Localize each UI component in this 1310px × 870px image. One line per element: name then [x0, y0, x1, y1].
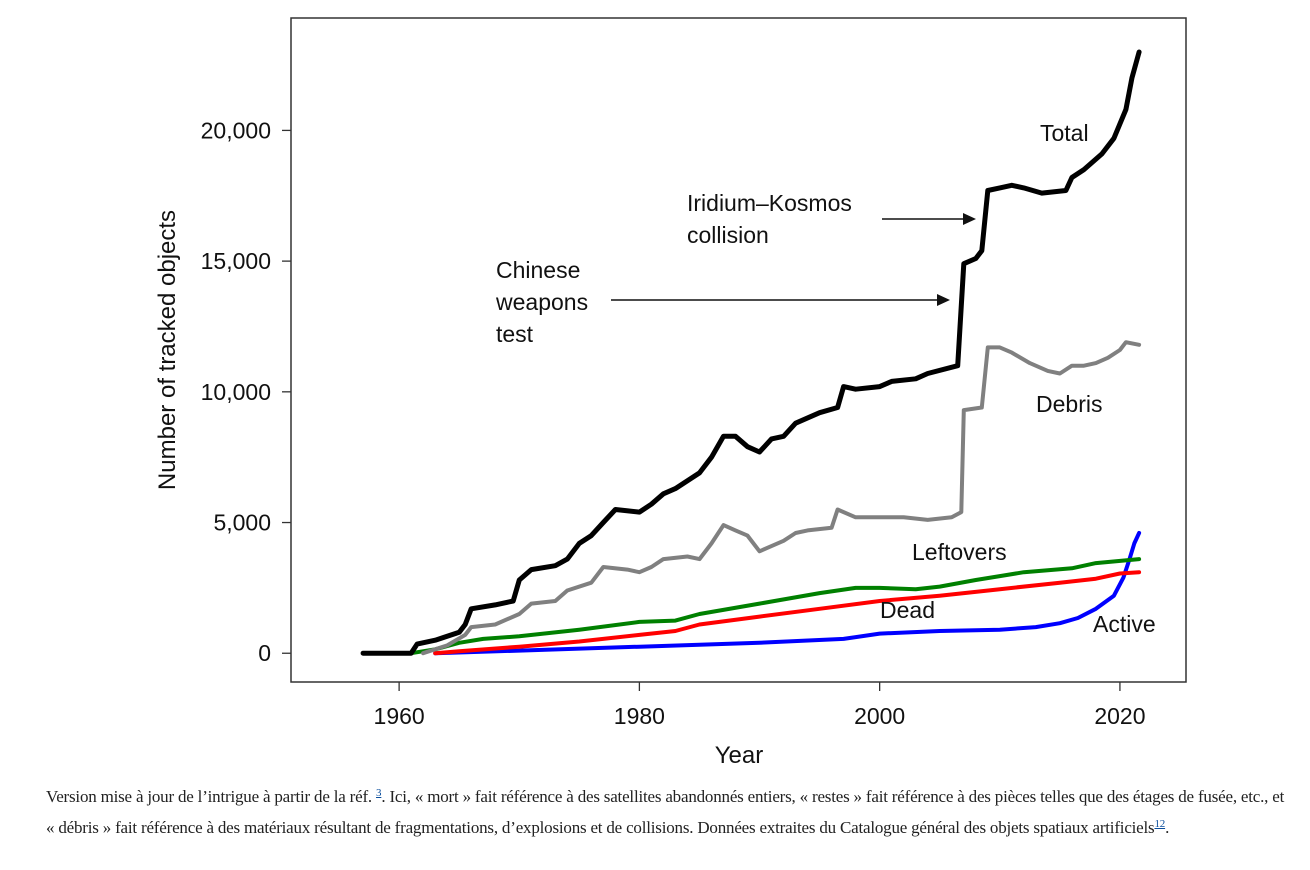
series-line-leftovers [409, 557, 1142, 656]
annotation-iridium-line2: collision [687, 222, 769, 248]
y-tick-label: 10,000 [201, 379, 271, 405]
x-tick-label: 1980 [614, 703, 665, 729]
arrowhead-icon [937, 294, 950, 306]
series-label-debris: Debris [1036, 391, 1102, 417]
annotation-iridium-kosmos: Iridium–Kosmos collision [687, 190, 976, 248]
series-label-leftovers: Leftovers [912, 539, 1007, 565]
annotation-iridium-line1: Iridium–Kosmos [687, 190, 852, 216]
series-label-active: Active [1093, 611, 1156, 637]
y-tick-label: 20,000 [201, 117, 271, 143]
series-line-total [360, 49, 1142, 656]
figure-caption: Version mise à jour de l’intrigue à part… [46, 781, 1286, 843]
x-axis-title: Year [715, 742, 764, 769]
y-tick-label: 5,000 [213, 510, 271, 536]
caption-text-1: Version mise à jour de l’intrigue à part… [46, 787, 377, 806]
y-axis-title: Number of tracked objects [154, 210, 181, 490]
x-tick-label: 2000 [854, 703, 905, 729]
arrowhead-icon [963, 213, 976, 225]
caption-text-2: . Ici, « mort » fait référence à des sat… [46, 787, 1285, 837]
y-tick-label: 0 [258, 640, 271, 666]
x-axis: 1960 1980 2000 2020 [374, 682, 1146, 729]
series-label-total: Total [1040, 120, 1089, 146]
series-line-debris [421, 340, 1142, 656]
y-axis: 0 5,000 10,000 15,000 20,000 [201, 117, 291, 666]
reference-link-12[interactable]: 12 [1154, 818, 1166, 830]
x-tick-label: 2020 [1094, 703, 1145, 729]
annotation-chinese-test: Chinese weapons test [495, 257, 950, 347]
series-layer [360, 49, 1142, 656]
reference-link-3[interactable]: 3 [376, 787, 382, 799]
y-tick-label: 15,000 [201, 248, 271, 274]
series-line-dead [433, 570, 1142, 656]
annotation-chinese-line3: test [496, 321, 534, 347]
space-objects-chart: 1960 1980 2000 2020 0 5,000 10,000 15,000 20,00… [154, 17, 1187, 769]
caption-text-3: . [1165, 818, 1170, 837]
x-tick-label: 1960 [374, 703, 425, 729]
series-label-dead: Dead [880, 597, 935, 623]
annotation-chinese-line2: weapons [495, 289, 588, 315]
annotation-chinese-line1: Chinese [496, 257, 580, 283]
